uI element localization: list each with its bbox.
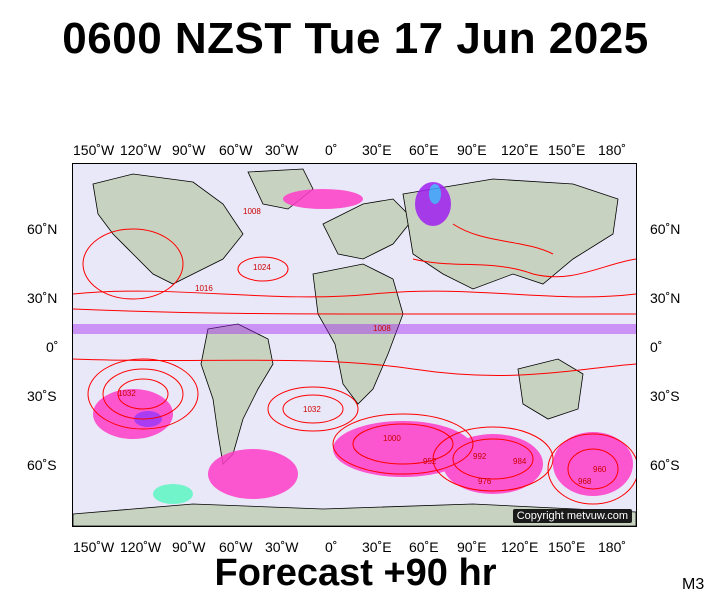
longitude-label-bottom: 60˚W bbox=[219, 539, 253, 555]
latitude-label-left: 60˚N bbox=[27, 221, 58, 237]
pressure-labels: 1008 1024 1016 1032 1032 1000 992 984 97… bbox=[118, 207, 607, 486]
isobar bbox=[102, 368, 184, 420]
forecast-hour-label: Forecast +90 hr bbox=[214, 552, 497, 594]
isobar bbox=[237, 256, 289, 282]
pressure-label: 1008 bbox=[373, 324, 391, 333]
north-america bbox=[92, 173, 244, 285]
isobar bbox=[82, 228, 184, 300]
europe bbox=[322, 198, 414, 260]
pressure-label: 1000 bbox=[383, 434, 401, 443]
pressure-label: 1008 bbox=[243, 207, 261, 216]
latitude-label-left: 30˚N bbox=[27, 290, 58, 306]
longitude-label-top: 30˚E bbox=[362, 142, 392, 158]
rain-patch bbox=[93, 389, 173, 439]
longitude-label-top: 90˚E bbox=[457, 142, 487, 158]
longitude-label-top: 150˚W bbox=[73, 142, 115, 158]
isobar bbox=[73, 290, 636, 298]
isobar bbox=[352, 423, 454, 465]
pressure-label: 952 bbox=[423, 457, 437, 466]
longitude-label-top: 180˚ bbox=[598, 142, 627, 158]
isobars bbox=[73, 223, 636, 505]
longitude-label-bottom: 90˚W bbox=[172, 539, 206, 555]
rain-patch bbox=[443, 434, 543, 494]
longitude-label-top: 120˚W bbox=[120, 142, 162, 158]
latitude-label-left: 30˚S bbox=[27, 388, 57, 404]
longitude-label-top: 120˚E bbox=[501, 142, 539, 158]
isobar bbox=[432, 426, 554, 492]
copyright-label: Copyright metvuw.com bbox=[512, 509, 632, 523]
isobar bbox=[117, 378, 169, 410]
longitude-label-top: 150˚E bbox=[548, 142, 586, 158]
pressure-label: 968 bbox=[578, 477, 592, 486]
longitude-label-top: 60˚E bbox=[409, 142, 439, 158]
pressure-label: 1032 bbox=[303, 405, 321, 414]
pressure-label: 1016 bbox=[195, 284, 213, 293]
south-america bbox=[200, 323, 274, 465]
land-masses bbox=[73, 168, 636, 526]
longitude-label-bottom: 60˚E bbox=[409, 539, 439, 555]
rain-patch bbox=[208, 449, 298, 499]
isobar bbox=[452, 438, 534, 480]
isobar bbox=[567, 448, 619, 490]
pressure-label: 984 bbox=[513, 457, 527, 466]
longitude-label-top: 90˚W bbox=[172, 142, 206, 158]
latitude-label-left: 60˚S bbox=[27, 457, 57, 473]
longitude-label-bottom: 30˚W bbox=[265, 539, 299, 555]
longitude-label-bottom: 180˚ bbox=[598, 539, 627, 555]
latitude-label-left: 0˚ bbox=[46, 339, 59, 355]
rain-band-equatorial bbox=[73, 324, 636, 334]
latitude-label-right: 0˚ bbox=[650, 339, 663, 355]
isobar bbox=[332, 413, 474, 475]
isobar bbox=[73, 308, 636, 315]
pressure-label: 1024 bbox=[253, 263, 271, 272]
weather-map: 1008 1024 1016 1032 1032 1000 992 984 97… bbox=[72, 163, 637, 527]
pressure-label: 1032 bbox=[118, 389, 136, 398]
isobar bbox=[452, 223, 554, 255]
pressure-label: 976 bbox=[478, 477, 492, 486]
isobar bbox=[547, 433, 636, 505]
longitude-label-bottom: 120˚W bbox=[120, 539, 162, 555]
longitude-label-top: 0˚ bbox=[325, 142, 338, 158]
latitude-label-right: 30˚S bbox=[650, 388, 680, 404]
longitude-label-bottom: 150˚E bbox=[548, 539, 586, 555]
precipitation-areas bbox=[73, 182, 636, 504]
latitude-label-right: 60˚N bbox=[650, 221, 681, 237]
isobar bbox=[267, 386, 359, 432]
antarctica bbox=[73, 503, 636, 526]
rain-patch bbox=[415, 182, 451, 226]
isobar bbox=[73, 358, 636, 376]
pressure-label: 960 bbox=[593, 465, 607, 474]
pressure-label: 992 bbox=[473, 452, 487, 461]
isobar bbox=[412, 258, 636, 278]
model-label: M3 bbox=[682, 576, 705, 593]
asia bbox=[402, 178, 619, 290]
isobar bbox=[282, 394, 344, 424]
africa bbox=[312, 263, 404, 405]
longitude-label-top: 60˚W bbox=[219, 142, 253, 158]
longitude-label-bottom: 150˚W bbox=[73, 539, 115, 555]
longitude-label-top: 30˚W bbox=[265, 142, 299, 158]
rain-patch bbox=[553, 432, 633, 496]
forecast-title: 0600 NZST Tue 17 Jun 2025 bbox=[62, 14, 649, 63]
longitude-label-bottom: 0˚ bbox=[325, 539, 338, 555]
rain-patch bbox=[429, 184, 441, 204]
longitude-label-bottom: 30˚E bbox=[362, 539, 392, 555]
isobar bbox=[87, 358, 199, 430]
longitude-label-bottom: 90˚E bbox=[457, 539, 487, 555]
rain-patch bbox=[333, 421, 473, 477]
rain-patch bbox=[153, 484, 193, 504]
rain-patch bbox=[283, 189, 363, 209]
latitude-label-right: 30˚N bbox=[650, 290, 681, 306]
longitude-label-bottom: 120˚E bbox=[501, 539, 539, 555]
latitude-label-right: 60˚S bbox=[650, 457, 680, 473]
